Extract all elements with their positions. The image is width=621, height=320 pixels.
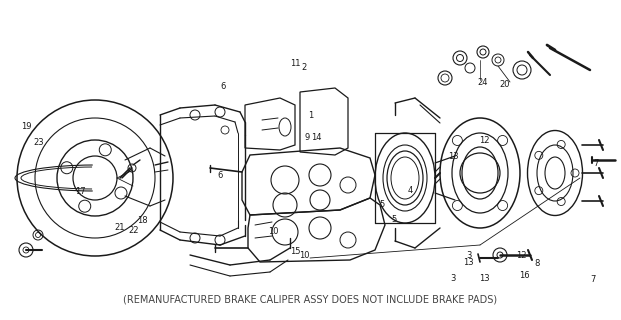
Text: 24: 24 (478, 78, 487, 87)
Text: 13: 13 (479, 274, 490, 283)
Text: 4: 4 (407, 186, 412, 195)
Text: 7: 7 (591, 276, 596, 284)
Text: 18: 18 (137, 216, 148, 225)
Text: 10: 10 (299, 252, 309, 260)
Text: 17: 17 (75, 188, 86, 196)
Text: 5: 5 (379, 200, 384, 209)
Text: 1: 1 (308, 111, 313, 120)
Text: 5: 5 (392, 215, 397, 224)
Text: 3: 3 (466, 252, 471, 260)
Text: 20: 20 (499, 80, 509, 89)
Text: 12: 12 (479, 136, 489, 145)
Text: 13: 13 (463, 258, 474, 267)
Text: 21: 21 (115, 223, 125, 232)
Text: 10: 10 (268, 228, 278, 236)
Text: 13: 13 (448, 152, 459, 161)
Text: 11: 11 (290, 60, 300, 68)
Text: (REMANUFACTURED BRAKE CALIPER ASSY DOES NOT INCLUDE BRAKE PADS): (REMANUFACTURED BRAKE CALIPER ASSY DOES … (124, 294, 497, 304)
Text: 22: 22 (129, 226, 138, 235)
Text: 14: 14 (312, 133, 322, 142)
Text: 23: 23 (33, 138, 44, 147)
Text: 2: 2 (302, 63, 307, 72)
Text: 8: 8 (535, 260, 540, 268)
Text: 12: 12 (517, 252, 527, 260)
Text: 6: 6 (221, 82, 226, 91)
Text: 16: 16 (519, 271, 530, 280)
Text: 15: 15 (290, 247, 300, 256)
Text: 9: 9 (305, 133, 310, 142)
Text: 19: 19 (21, 122, 31, 131)
Text: 7: 7 (594, 159, 599, 168)
Text: 3: 3 (451, 274, 456, 283)
Text: 6: 6 (218, 172, 223, 180)
